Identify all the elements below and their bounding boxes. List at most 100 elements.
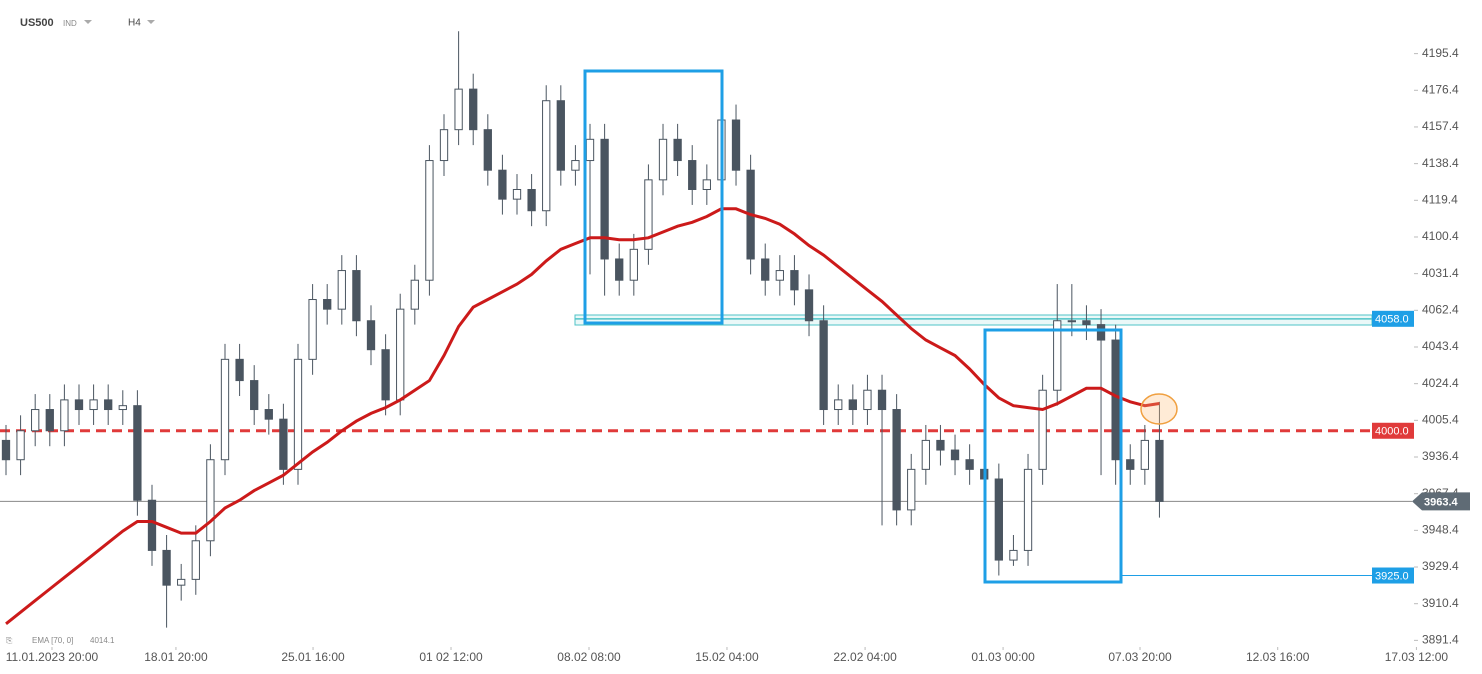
candle-body	[1096, 324, 1106, 341]
candle-body	[819, 320, 828, 411]
candle-body	[74, 399, 84, 411]
candle-body	[615, 258, 624, 281]
symbol[interactable]: US500	[20, 17, 54, 29]
highlight-box	[583, 69, 724, 325]
candle-body	[1053, 320, 1062, 391]
y-tick-label: 3910.4	[1422, 596, 1459, 610]
x-tick-label: 18.01 20:00	[144, 650, 208, 664]
highlight-box	[983, 328, 1123, 584]
candle-body	[352, 270, 361, 322]
x-tick-label: 01.03 00:00	[971, 650, 1035, 664]
market: IND	[63, 19, 77, 28]
candle-body	[337, 270, 346, 310]
candle-body	[483, 129, 492, 171]
candle-body	[848, 399, 857, 411]
dropdown-arrow[interactable]	[147, 20, 155, 24]
plot: 4195.4 4176.4 4157.4 4138.4 4119.4 4100.4 4031…	[0, 31, 1459, 664]
candle-body	[454, 88, 463, 131]
candle-body	[133, 405, 142, 501]
candle-body	[761, 258, 770, 281]
candle-body	[556, 100, 565, 171]
price-tag	[1412, 492, 1470, 511]
x-tick-label: 12.03 16:00	[1246, 650, 1310, 664]
candle-body	[293, 358, 303, 470]
y-tick-label: 3891.4	[1422, 633, 1459, 647]
price-tag-label: 4000.0	[1375, 426, 1409, 438]
candle-body	[118, 405, 127, 411]
candle-body	[629, 248, 638, 281]
candle-body	[673, 138, 682, 162]
candle-body	[498, 169, 507, 200]
price-tag	[1372, 422, 1414, 439]
candle-body	[877, 389, 887, 411]
y-tick-label: 4100.4	[1422, 229, 1459, 243]
candle-body	[425, 160, 434, 281]
candle-body	[1082, 320, 1091, 326]
candle-body	[89, 399, 98, 411]
candle-body	[366, 320, 376, 351]
candle-body	[220, 358, 230, 461]
indicator-name: EMA [70, 0]	[32, 636, 73, 645]
price-tag-label: 3963.4	[1424, 496, 1459, 508]
candle-body	[1126, 459, 1135, 470]
candle-body	[235, 358, 244, 382]
y-tick-label: 4119.4	[1422, 192, 1458, 206]
candle-body	[863, 389, 872, 411]
y-tick-label: 4031.4	[1422, 266, 1459, 280]
candle-body	[702, 179, 711, 190]
y-tick-label: 4176.4	[1422, 82, 1459, 96]
x-tick-label: 22.02 04:00	[833, 650, 897, 664]
price-tag	[1372, 567, 1414, 584]
candle-body	[1009, 549, 1018, 561]
price-tag	[1372, 310, 1414, 327]
y-tick-label: 3936.4	[1422, 449, 1459, 463]
y-tick-label: 4157.4	[1422, 119, 1459, 133]
candle-body	[1023, 468, 1033, 551]
price-tag-label: 3925.0	[1375, 570, 1409, 582]
candle-body	[1067, 320, 1076, 323]
candle-body	[396, 308, 405, 401]
y-tick-label: 4024.4	[1422, 376, 1459, 390]
candle-body	[162, 549, 171, 586]
y-tick-label: 3948.4	[1422, 523, 1459, 537]
x-tick-label: 17.03 12:00	[1385, 650, 1449, 664]
candle-body	[308, 299, 317, 360]
candle-body	[731, 119, 741, 171]
candle-body	[323, 299, 332, 310]
candle-body	[965, 459, 974, 470]
candle-body	[469, 88, 478, 131]
candle-body	[1155, 439, 1164, 502]
candle-body	[250, 380, 259, 411]
candle-body	[658, 138, 668, 181]
candle-body	[804, 289, 814, 322]
indicator-icon[interactable]: ⎘	[6, 636, 13, 645]
dropdown-arrow[interactable]	[84, 20, 92, 24]
x-tick-label: 01 02 12:00	[419, 650, 483, 664]
x-tick-label: 15.02 04:00	[695, 650, 759, 664]
candle-body	[1140, 439, 1149, 470]
candle-body	[31, 409, 40, 432]
candle-body	[907, 468, 916, 511]
candle-body	[527, 188, 536, 212]
interval[interactable]: H4	[128, 18, 141, 29]
candle-body	[45, 409, 54, 432]
candle-body	[279, 418, 288, 470]
candle-body	[512, 188, 522, 200]
candle-body	[206, 459, 215, 542]
candle-body	[381, 349, 390, 401]
candle-body	[191, 540, 200, 580]
candle-body	[60, 399, 69, 432]
candle-body	[410, 279, 419, 310]
candle-body	[16, 430, 25, 461]
candle-body	[542, 100, 551, 212]
candle-body	[775, 270, 784, 281]
y-tick-label: 4005.4	[1422, 413, 1459, 427]
x-tick-label: 08.02 08:00	[557, 650, 621, 664]
candle-body	[644, 179, 653, 250]
ema-line	[5, 207, 1160, 625]
y-tick-label: 4138.4	[1422, 156, 1459, 170]
candle-body	[790, 270, 799, 291]
candle-body	[1038, 389, 1047, 470]
highlight-circle	[1140, 393, 1178, 425]
